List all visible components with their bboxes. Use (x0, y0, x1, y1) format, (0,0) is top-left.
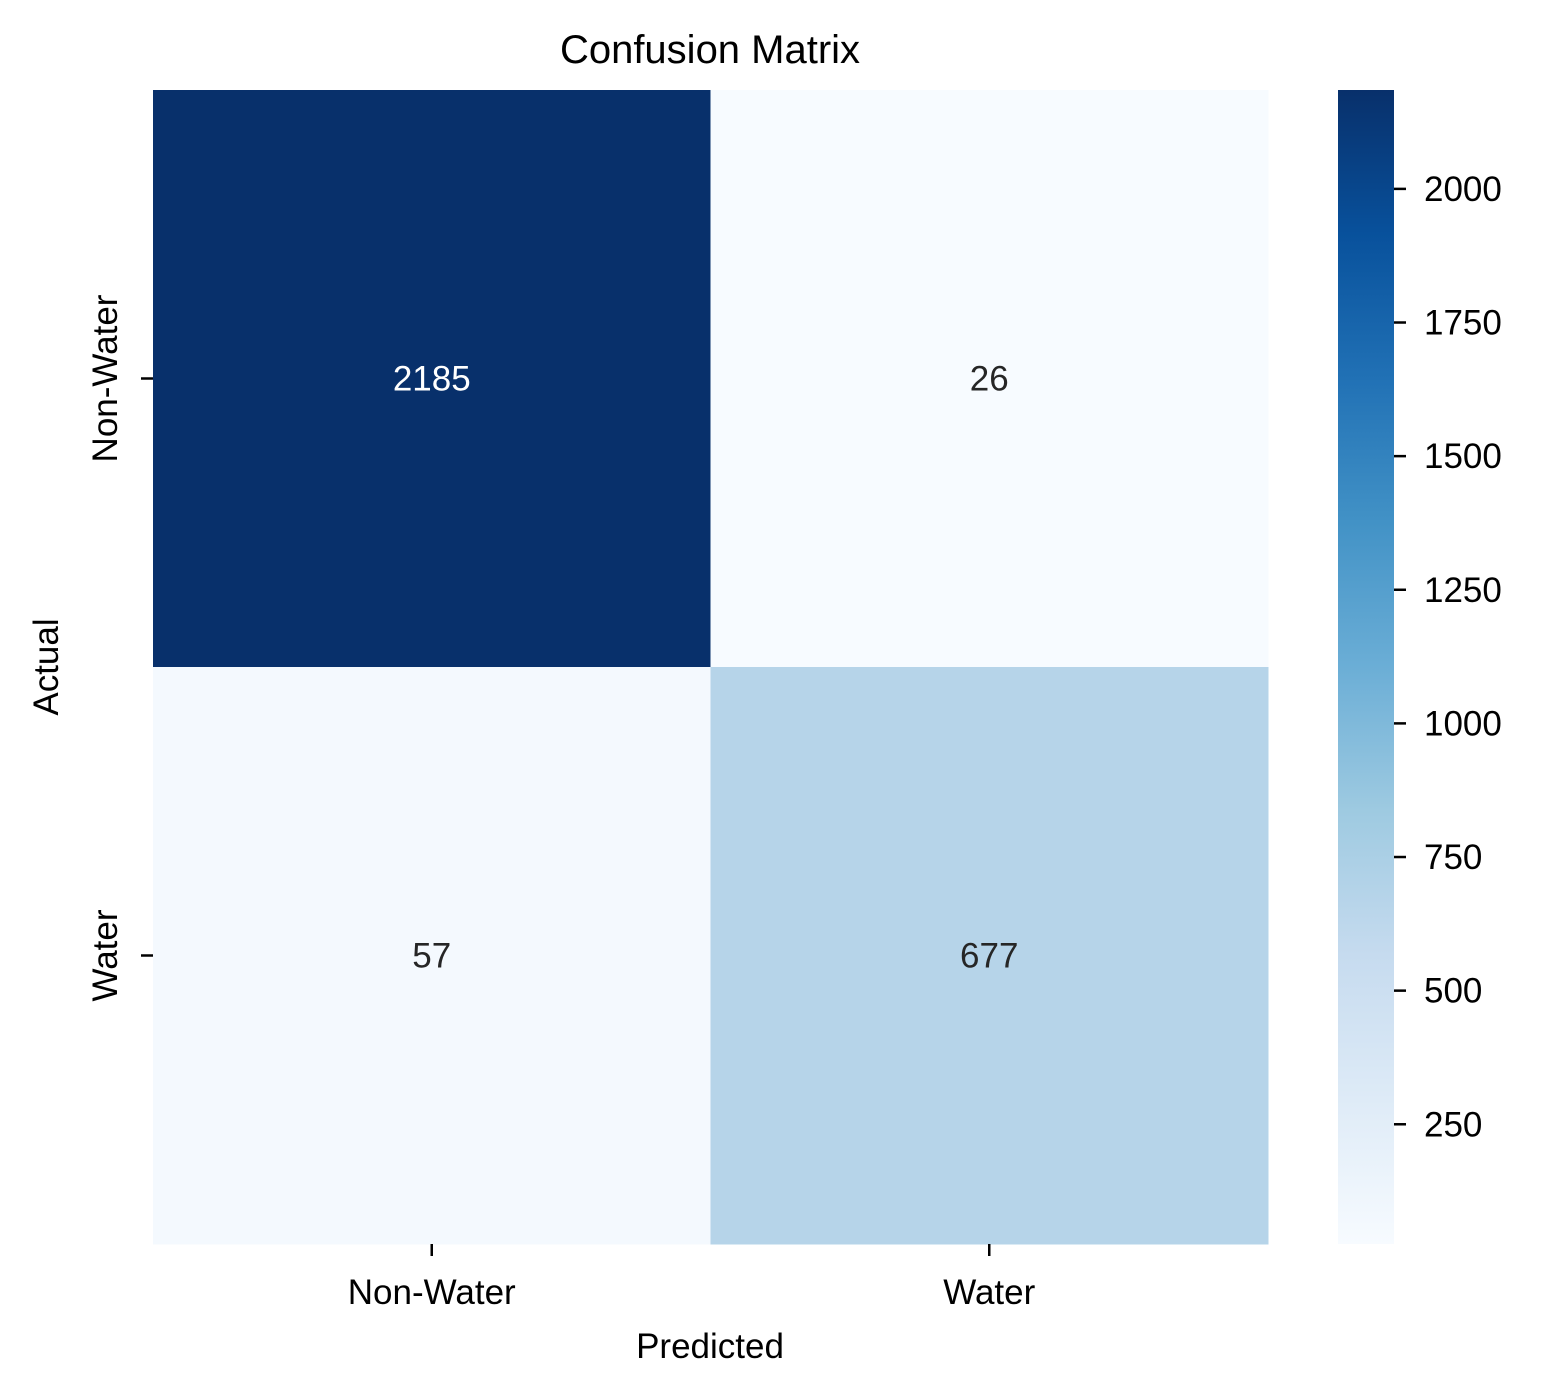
y-tick-label: Non-Water (86, 294, 125, 462)
cell-value-r1-c0: 57 (412, 937, 451, 976)
y-tick-label: Water (86, 909, 125, 1001)
x-tick-label: Water (943, 1273, 1035, 1312)
cell-value-r0-c0: 2185 (393, 360, 471, 399)
y-axis-ticks: Non-Water Water (86, 294, 153, 1002)
chart-title: Confusion Matrix (560, 28, 860, 72)
heatmap-cell-r1-c0 (153, 667, 711, 1245)
colorbar-ticks: 250 500 750 1000 1250 1500 1750 2000 (1394, 170, 1502, 1144)
heatmap-cells (153, 90, 1269, 1245)
colorbar (1338, 90, 1394, 1244)
cell-value-r1-c1: 677 (960, 937, 1018, 976)
heatmap-cell-r0-c0 (153, 90, 711, 668)
colorbar-tick-label: 1250 (1424, 571, 1502, 610)
x-tick-label: Non-Water (348, 1273, 516, 1312)
colorbar-tick-label: 750 (1424, 838, 1482, 877)
colorbar-tick-label: 1000 (1424, 704, 1502, 743)
colorbar-tick-label: 500 (1424, 972, 1482, 1011)
heatmap-cell-labels: 2185 26 57 677 (393, 360, 1019, 976)
colorbar-tick-label: 1500 (1424, 437, 1502, 476)
colorbar-tick-label: 250 (1424, 1105, 1482, 1144)
y-axis-label: Actual (27, 618, 66, 715)
colorbar-tick-label: 2000 (1424, 170, 1502, 209)
heatmap-cell-r1-c1 (710, 667, 1269, 1245)
heatmap-cell-r0-c1 (710, 90, 1269, 668)
colorbar-tick-label: 1750 (1424, 304, 1502, 343)
x-axis-ticks: Non-Water Water (348, 1244, 1036, 1312)
x-axis-label: Predicted (636, 1327, 784, 1366)
cell-value-r0-c1: 26 (970, 360, 1009, 399)
